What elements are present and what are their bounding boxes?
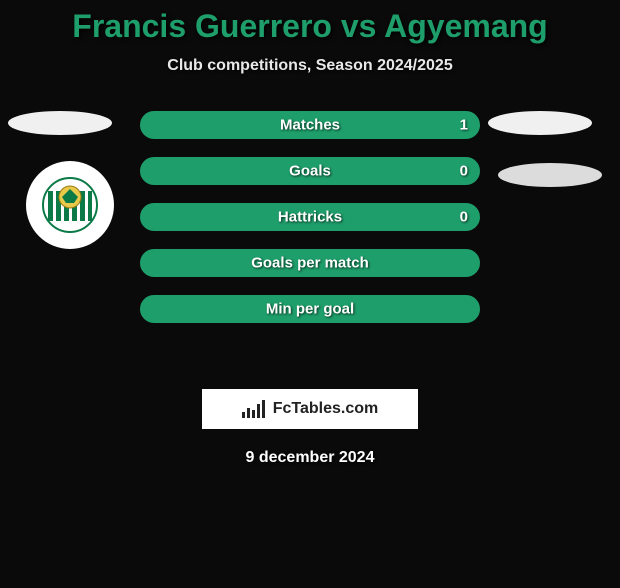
stats-area: Matches1 Goals0 Hattricks0 Goals per match M…: [0, 111, 620, 371]
subtitle-text: Club competitions, Season 2024/2025: [167, 57, 452, 74]
page-title: Francis Guerrero vs Agyemang: [0, 8, 620, 45]
stat-value: 0: [460, 209, 468, 226]
bar-chart-icon: [242, 400, 267, 418]
stat-bar: Hattricks0: [140, 203, 480, 231]
stat-row: Matches1: [0, 111, 620, 141]
stat-bar: Goals per match: [140, 249, 480, 277]
stat-bar-fill: [140, 249, 480, 277]
generated-date: 9 december 2024: [0, 449, 620, 467]
stat-bar: Matches1: [140, 111, 480, 139]
stat-value: 0: [460, 163, 468, 180]
stat-value: 1: [460, 117, 468, 134]
stat-row: Min per goal: [0, 295, 620, 325]
fctables-logo: FcTables.com: [202, 389, 418, 429]
stat-bar-fill: [140, 111, 480, 139]
date-text: 9 december 2024: [246, 449, 375, 466]
subtitle: Club competitions, Season 2024/2025: [0, 57, 620, 75]
stat-bar-fill: [140, 295, 480, 323]
stat-row: Goals per match: [0, 249, 620, 279]
stat-rows: Matches1 Goals0 Hattricks0 Goals per match M…: [0, 111, 620, 325]
title-text: Francis Guerrero vs Agyemang: [72, 8, 547, 44]
logo-text: FcTables.com: [273, 400, 379, 418]
stat-row: Hattricks0: [0, 203, 620, 233]
stat-bar-fill: [140, 157, 480, 185]
stat-bar-fill: [140, 203, 480, 231]
stat-bar: Goals0: [140, 157, 480, 185]
stat-row: Goals0: [0, 157, 620, 187]
stat-bar: Min per goal: [140, 295, 480, 323]
